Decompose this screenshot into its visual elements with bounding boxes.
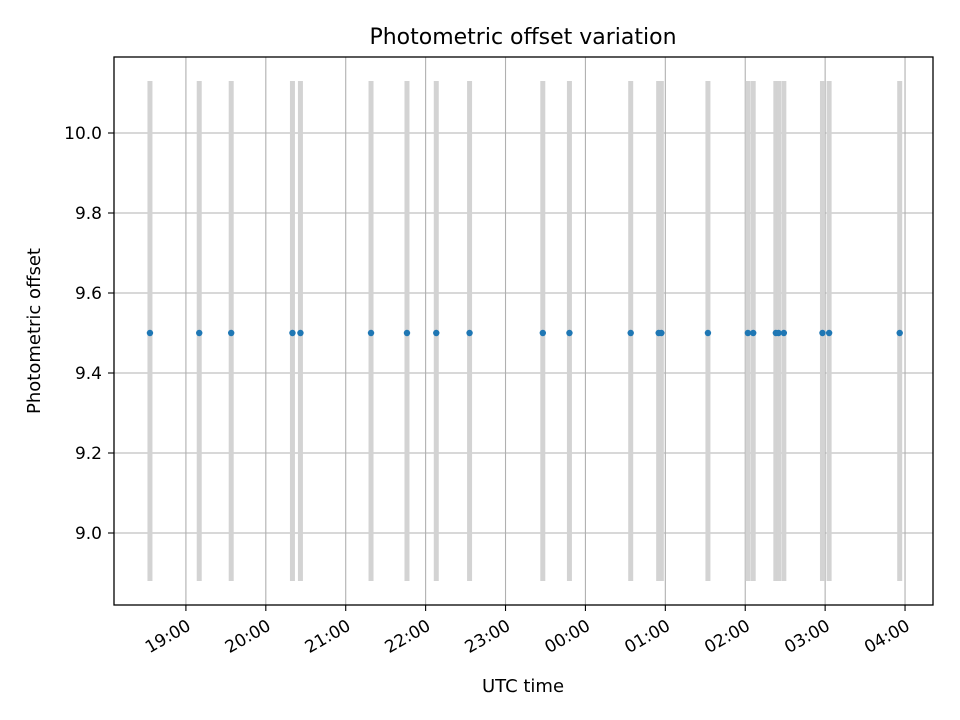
data-points <box>146 329 903 337</box>
x-tick-label: 00:00 <box>541 616 593 658</box>
data-point <box>196 329 203 337</box>
y-tick-label: 9.2 <box>75 444 102 464</box>
error-bars <box>147 81 903 581</box>
data-point <box>297 329 304 337</box>
data-point <box>566 329 573 337</box>
data-point <box>433 329 440 337</box>
x-tick-label: 19:00 <box>142 616 194 658</box>
y-tick-label: 9.8 <box>75 204 102 224</box>
y-tick-label: 9.4 <box>75 364 102 384</box>
y-axis-label: Photometric offset <box>24 248 45 414</box>
data-point <box>825 329 833 337</box>
data-point <box>227 329 235 337</box>
x-tick-label: 20:00 <box>222 616 274 658</box>
data-point <box>780 329 788 337</box>
x-tick-label: 21:00 <box>302 616 354 658</box>
x-tick-label: 23:00 <box>462 616 514 658</box>
data-point <box>775 329 782 337</box>
data-point <box>819 329 826 337</box>
data-point <box>289 329 296 337</box>
x-tick-label: 03:00 <box>781 616 833 658</box>
plot-frame <box>113 56 934 606</box>
data-point <box>367 329 375 337</box>
data-point <box>466 329 473 337</box>
data-point <box>403 329 411 337</box>
data-point <box>750 329 757 337</box>
y-tick-label: 9.0 <box>75 524 102 544</box>
x-axis-ticks: 19:00 20:00 21:00 22:00 23:00 00:00 01:00 02:00… <box>142 605 914 658</box>
data-point <box>744 329 752 337</box>
x-axis-label: UTC time <box>482 676 564 697</box>
y-tick-label: 10.0 <box>64 124 102 144</box>
grid-lines <box>114 57 933 605</box>
x-tick-label: 01:00 <box>621 616 673 658</box>
data-point <box>658 329 665 337</box>
data-point <box>896 329 903 337</box>
data-point <box>704 329 712 337</box>
y-tick-label: 9.6 <box>75 284 102 304</box>
y-axis-ticks: 9.0 9.2 9.4 9.6 9.8 10.0 <box>64 124 114 544</box>
data-point <box>627 329 634 337</box>
x-tick-label: 04:00 <box>861 616 913 658</box>
x-tick-label: 02:00 <box>701 616 753 658</box>
x-tick-label: 22:00 <box>382 616 434 658</box>
chart-title: Photometric offset variation <box>369 25 676 50</box>
data-point <box>539 329 547 337</box>
data-point <box>146 329 154 337</box>
